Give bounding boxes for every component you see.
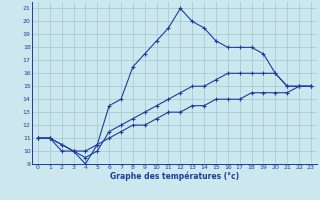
X-axis label: Graphe des températures (°c): Graphe des températures (°c): [110, 172, 239, 181]
